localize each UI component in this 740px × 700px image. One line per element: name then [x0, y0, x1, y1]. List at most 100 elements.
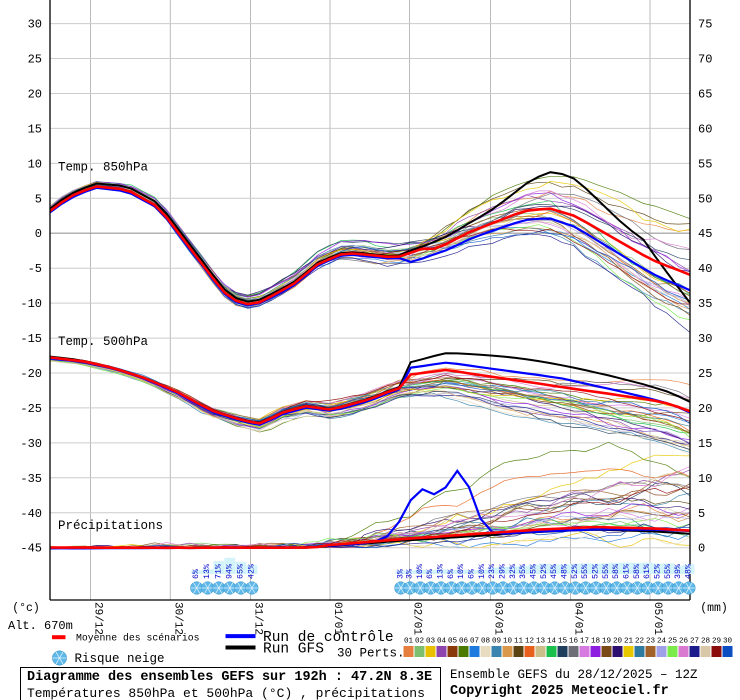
svg-text:29%: 29%: [499, 564, 508, 579]
svg-text:10: 10: [503, 638, 513, 646]
svg-text:Run GFS: Run GFS: [263, 642, 324, 658]
svg-text:06: 06: [459, 638, 469, 646]
svg-text:61%: 61%: [643, 564, 652, 579]
svg-text:58%: 58%: [633, 564, 642, 579]
svg-text:30: 30: [28, 18, 42, 32]
svg-text:70: 70: [698, 53, 712, 67]
svg-text:Risque neige: Risque neige: [75, 652, 165, 666]
svg-text:32%: 32%: [509, 564, 518, 579]
svg-text:31/12: 31/12: [252, 602, 264, 635]
svg-text:03: 03: [426, 638, 436, 646]
svg-text:15: 15: [558, 638, 568, 646]
svg-text:45%: 45%: [550, 564, 559, 579]
svg-text:17: 17: [580, 638, 589, 646]
svg-text:02/01: 02/01: [411, 602, 423, 635]
svg-text:61%: 61%: [623, 564, 632, 579]
svg-text:26: 26: [679, 638, 689, 646]
svg-text:50: 50: [698, 192, 712, 206]
svg-text:30/12: 30/12: [171, 602, 183, 635]
svg-text:0: 0: [698, 542, 705, 556]
svg-text:52%: 52%: [654, 564, 663, 579]
svg-text:04: 04: [437, 638, 447, 646]
svg-text:55%: 55%: [581, 564, 590, 579]
svg-text:39%: 39%: [674, 564, 683, 579]
svg-text:29/12: 29/12: [92, 602, 104, 635]
svg-text:15: 15: [28, 122, 42, 136]
svg-text:65: 65: [698, 88, 712, 102]
svg-text:3%: 3%: [406, 569, 415, 579]
svg-text:(mm): (mm): [700, 602, 728, 615]
svg-text:20: 20: [613, 638, 623, 646]
svg-text:Temp. 850hPa: Temp. 850hPa: [58, 160, 149, 174]
svg-text:-40: -40: [20, 507, 42, 521]
svg-text:08: 08: [481, 638, 491, 646]
svg-text:18: 18: [591, 638, 601, 646]
svg-text:Alt. 670m: Alt. 670m: [8, 619, 73, 633]
svg-text:0: 0: [35, 227, 42, 241]
svg-text:07: 07: [470, 638, 479, 646]
svg-text:25: 25: [28, 53, 42, 67]
svg-text:02: 02: [415, 638, 425, 646]
svg-text:25: 25: [698, 367, 712, 381]
svg-text:52%: 52%: [540, 564, 549, 579]
svg-text:58%: 58%: [612, 564, 621, 579]
svg-text:14: 14: [547, 638, 557, 646]
svg-text:5: 5: [35, 192, 42, 206]
svg-text:20: 20: [698, 402, 712, 416]
svg-text:-45: -45: [20, 542, 42, 556]
svg-text:94%: 94%: [225, 564, 234, 579]
svg-text:Précipitations: Précipitations: [58, 519, 163, 533]
svg-text:75: 75: [698, 18, 712, 32]
svg-text:27: 27: [690, 638, 699, 646]
svg-text:13%: 13%: [203, 564, 212, 579]
svg-text:Moyenne des scénarios: Moyenne des scénarios: [76, 633, 200, 644]
svg-text:45%: 45%: [530, 564, 539, 579]
svg-text:16: 16: [569, 638, 579, 646]
svg-text:25: 25: [668, 638, 678, 646]
svg-text:10%: 10%: [457, 564, 466, 579]
svg-text:22: 22: [635, 638, 645, 646]
svg-text:-30: -30: [20, 437, 42, 451]
svg-text:19: 19: [602, 638, 612, 646]
svg-text:5: 5: [698, 507, 705, 521]
svg-text:6%: 6%: [468, 569, 477, 579]
svg-text:-20: -20: [20, 367, 42, 381]
svg-text:28: 28: [701, 638, 711, 646]
svg-text:35%: 35%: [519, 564, 528, 579]
svg-text:13%: 13%: [437, 564, 446, 579]
svg-text:05: 05: [448, 638, 458, 646]
svg-text:-10: -10: [20, 297, 42, 311]
svg-text:-15: -15: [20, 332, 42, 346]
svg-text:30: 30: [723, 638, 733, 646]
svg-text:12: 12: [525, 638, 535, 646]
svg-text:-35: -35: [20, 472, 42, 486]
svg-text:52%: 52%: [571, 564, 580, 579]
svg-text:01: 01: [404, 638, 414, 646]
svg-text:10: 10: [698, 472, 712, 486]
svg-text:6%: 6%: [447, 569, 456, 579]
svg-text:05/01: 05/01: [651, 602, 663, 635]
svg-text:10%: 10%: [478, 564, 487, 579]
svg-text:48%: 48%: [561, 564, 570, 579]
svg-text:55%: 55%: [664, 564, 673, 579]
svg-text:30: 30: [698, 332, 712, 346]
svg-text:24: 24: [657, 638, 667, 646]
svg-text:3%: 3%: [396, 569, 405, 579]
svg-text:71%: 71%: [214, 564, 223, 579]
svg-text:45: 45: [698, 227, 712, 241]
svg-text:(°c): (°c): [12, 602, 40, 615]
svg-text:09: 09: [492, 638, 502, 646]
svg-text:21: 21: [624, 638, 634, 646]
svg-text:-25: -25: [20, 402, 42, 416]
svg-text:10%: 10%: [416, 564, 425, 579]
svg-text:23%: 23%: [488, 564, 497, 579]
svg-text:Temp. 500hPa: Temp. 500hPa: [58, 335, 149, 349]
svg-text:65%: 65%: [236, 564, 245, 579]
svg-text:23: 23: [646, 638, 656, 646]
svg-text:20: 20: [28, 88, 42, 102]
svg-text:13: 13: [536, 638, 546, 646]
svg-text:52%: 52%: [592, 564, 601, 579]
svg-text:6%: 6%: [192, 569, 201, 579]
svg-text:11: 11: [514, 638, 524, 646]
svg-text:40: 40: [698, 262, 712, 276]
